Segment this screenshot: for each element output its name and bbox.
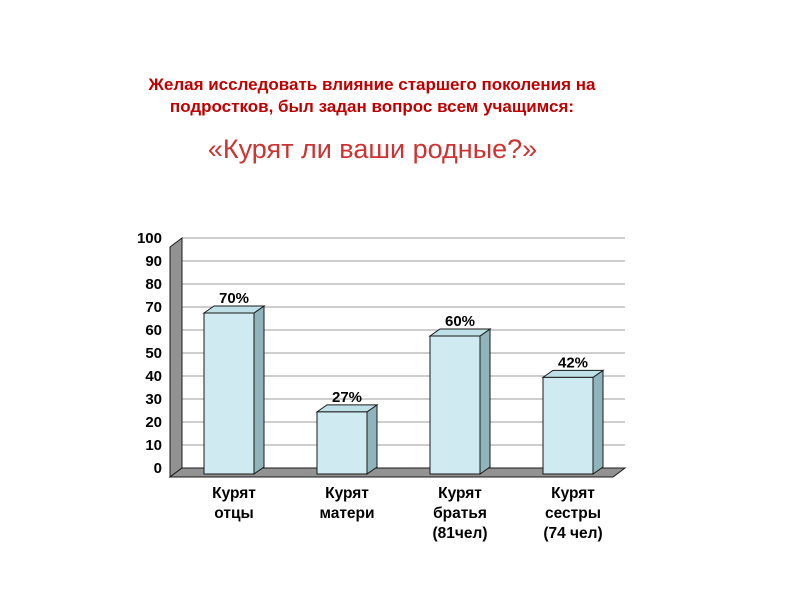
y-axis-label: 50 [145, 345, 162, 362]
y-axis-label: 90 [145, 253, 162, 270]
bar-top-face [315, 404, 379, 413]
category-label: Курят [212, 485, 256, 502]
bar-value-label: 27% [332, 389, 362, 406]
y-axis-label: 0 [154, 460, 162, 477]
bar-chart-canvas: 0 10 20 30 40 50 60 70 80 90 100 70% Курят отцы 27% Кур… [137, 230, 627, 542]
bar [316, 411, 368, 475]
slide-question: «Курят ли ваши родные?» [207, 134, 538, 164]
category-label: (74 чел) [543, 525, 602, 542]
y-axis-label: 80 [145, 276, 162, 293]
category-label: Курят [438, 485, 482, 502]
y-axis-label: 60 [145, 322, 162, 339]
bar-side-face [592, 369, 604, 475]
category-label: (81чел) [432, 525, 487, 542]
y-axis-label: 10 [145, 437, 162, 454]
bar-value-label: 42% [558, 354, 588, 371]
floor [168, 467, 627, 478]
category-label: Курят [551, 485, 595, 502]
y-axis-label: 30 [145, 391, 162, 408]
slide-title: Желая исследовать влияние старшего покол… [148, 75, 596, 117]
bar [203, 312, 255, 475]
category-label: матери [319, 505, 374, 522]
y-axis-label: 20 [145, 414, 162, 431]
category-label: братья [433, 505, 487, 522]
bar-side-face [366, 403, 378, 475]
bar-top-face [541, 369, 605, 378]
y-axis-label: 70 [145, 299, 162, 316]
y-axis-label: 100 [137, 230, 162, 247]
category-label: Курят [325, 485, 369, 502]
bar [542, 376, 594, 475]
bar-top-face [428, 328, 492, 337]
bar-side-face [479, 328, 491, 475]
category-label: отцы [214, 505, 253, 522]
bar-value-label: 60% [445, 313, 475, 330]
bar-value-label: 70% [219, 290, 249, 307]
bar-chart: 0 10 20 30 40 50 60 70 80 90 100 70% Курят отцы 27% Кур… [105, 225, 655, 575]
bar [429, 335, 481, 475]
y-axis-label: 40 [145, 368, 162, 385]
category-label: сестры [545, 505, 601, 522]
bar-top-face [202, 305, 266, 314]
left-wall [169, 237, 183, 478]
bar-side-face [253, 305, 265, 475]
